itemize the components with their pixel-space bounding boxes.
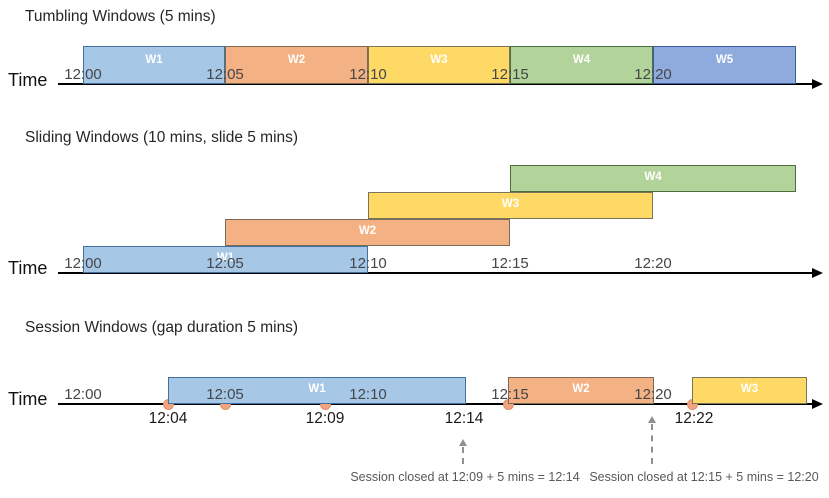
time-axis-line [58, 403, 812, 405]
window-box-tumbling-w2: W2 [225, 46, 368, 84]
axis-tick-label: 12:00 [64, 386, 102, 403]
section-title-tumbling: Tumbling Windows (5 mins) [25, 8, 216, 25]
window-label: W2 [287, 54, 306, 66]
time-axis-line [58, 272, 812, 274]
window-box-sliding-w4: W4 [510, 165, 796, 192]
axis-tick-label: 12:15 [491, 386, 529, 403]
axis-tick-label: 12:20 [634, 386, 672, 403]
window-label: W2 [358, 225, 377, 237]
axis-tick-label: 12:20 [634, 66, 672, 83]
event-time-label: 12:14 [444, 410, 484, 427]
axis-tick-label: 12:00 [64, 66, 102, 83]
window-label: W5 [715, 54, 734, 66]
window-box-tumbling-w3: W3 [368, 46, 510, 84]
axis-tick-label: 12:10 [349, 66, 387, 83]
window-box-tumbling-w4: W4 [510, 46, 653, 84]
window-label: W2 [572, 383, 590, 395]
time-axis-label: Time [8, 258, 48, 278]
axis-tick-label: 12:20 [634, 255, 672, 272]
session-close-annotation: Session closed at 12:15 + 5 mins = 12:20 [589, 470, 819, 484]
window-box-session-w3: W3 [692, 377, 807, 404]
window-box-sliding-w1: W1 [83, 246, 368, 273]
arrow-dashed-shaft [462, 447, 464, 464]
window-label: W3 [430, 54, 448, 66]
event-time-label: 12:04 [148, 410, 188, 427]
session-close-arrow-icon [648, 416, 656, 464]
window-box-sliding-w2: W2 [225, 219, 510, 246]
window-box-session-w1: W1 [168, 377, 466, 404]
window-label: W3 [501, 198, 520, 210]
event-time-label: 12:22 [674, 410, 714, 427]
time-axis-arrowhead-icon [812, 398, 823, 409]
time-axis-arrowhead-icon [812, 267, 823, 278]
section-title-sliding: Sliding Windows (10 mins, slide 5 mins) [25, 129, 299, 146]
time-axis-label: Time [8, 389, 48, 409]
axis-tick-label: 12:05 [206, 386, 244, 403]
axis-tick-label: 12:15 [491, 66, 529, 83]
window-label: W1 [145, 54, 163, 66]
axis-tick-label: 12:10 [349, 386, 387, 403]
window-label: W1 [308, 383, 326, 395]
window-label: W4 [644, 171, 662, 183]
axis-tick-label: 12:00 [64, 255, 102, 272]
axis-tick-label: 12:05 [206, 255, 244, 272]
window-box-tumbling-w1: W1 [83, 46, 225, 84]
event-time-label: 12:09 [305, 410, 345, 427]
window-box-tumbling-w5: W5 [653, 46, 796, 84]
axis-tick-label: 12:10 [349, 255, 387, 272]
window-label: W1 [216, 252, 235, 264]
time-axis-label: Time [8, 70, 48, 90]
arrowhead-up-icon [459, 439, 467, 446]
window-label: W3 [740, 383, 759, 395]
axis-tick-label: 12:15 [491, 255, 529, 272]
window-box-session-w2: W2 [508, 377, 654, 404]
session-close-arrow-icon [459, 439, 467, 464]
axis-tick-label: 12:05 [206, 66, 244, 83]
window-box-sliding-w3: W3 [368, 192, 653, 219]
arrowhead-up-icon [648, 416, 656, 423]
arrow-dashed-shaft [651, 424, 653, 464]
window-label: W4 [572, 54, 591, 66]
time-axis-line [58, 83, 812, 85]
time-axis-arrowhead-icon [812, 78, 823, 89]
section-title-session: Session Windows (gap duration 5 mins) [25, 319, 299, 336]
session-close-annotation: Session closed at 12:09 + 5 mins = 12:14 [350, 470, 580, 484]
